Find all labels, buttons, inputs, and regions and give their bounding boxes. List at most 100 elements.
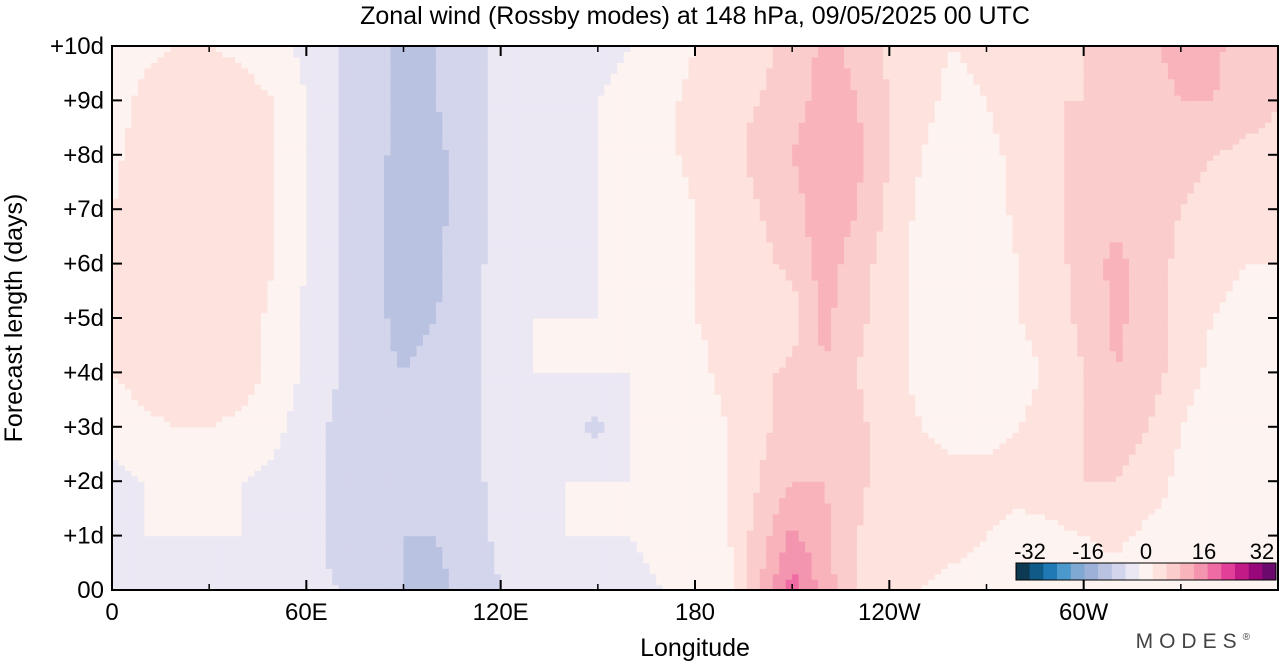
heat-cell — [1070, 579, 1078, 586]
heat-cell — [662, 464, 670, 471]
heat-cell — [766, 546, 774, 553]
heat-cell — [695, 573, 703, 580]
heat-cell — [733, 530, 741, 537]
heat-cell — [934, 464, 942, 471]
heat-cell — [558, 443, 567, 450]
heat-cell — [306, 524, 314, 531]
heat-cell — [695, 486, 703, 493]
heat-cell — [280, 464, 288, 471]
heat-cell — [500, 551, 508, 558]
heat-cell — [973, 530, 981, 537]
heat-cell — [992, 535, 1001, 542]
heat-cell — [1167, 535, 1175, 542]
heat-cell — [144, 475, 152, 482]
heat-cell — [727, 535, 735, 542]
heat-cell — [539, 481, 547, 488]
heat-cell — [1174, 546, 1182, 553]
heat-cell — [571, 557, 579, 564]
heat-cell — [999, 541, 1007, 548]
heat-cell — [1090, 492, 1098, 499]
heat-cell — [1103, 470, 1111, 477]
heat-cell — [163, 454, 171, 461]
heat-cell — [358, 535, 366, 542]
heat-cell — [571, 551, 579, 558]
heat-cell — [675, 513, 683, 520]
heat-cell — [377, 557, 385, 564]
heat-cell — [1018, 464, 1026, 471]
heat-cell — [345, 535, 353, 542]
heat-cell — [235, 513, 243, 520]
heat-cell — [183, 448, 191, 455]
heat-cell — [390, 454, 398, 461]
heat-cell — [643, 519, 651, 526]
heat-cell — [876, 443, 884, 450]
heat-cell — [377, 579, 385, 586]
heat-cell — [546, 470, 554, 477]
heat-cell — [533, 464, 541, 471]
heat-cell — [468, 557, 476, 564]
heat-cell — [805, 448, 813, 455]
heat-cell — [1129, 454, 1137, 461]
heat-cell — [1245, 530, 1253, 537]
heat-cell — [176, 568, 184, 575]
heat-cell — [565, 541, 573, 548]
heat-cell — [351, 481, 359, 488]
heat-cell — [707, 551, 716, 558]
heat-cell — [656, 519, 664, 526]
heat-cell — [869, 508, 877, 515]
heat-cell — [260, 519, 269, 526]
heat-cell — [824, 454, 832, 461]
heat-cell — [137, 551, 145, 558]
heat-cell — [701, 459, 709, 466]
heat-cell — [209, 437, 217, 444]
heat-cell — [1122, 579, 1130, 586]
heat-cell — [118, 562, 126, 569]
heat-cell — [604, 486, 612, 493]
heat-cell — [364, 524, 372, 531]
heat-cell — [740, 557, 748, 564]
heat-cell — [811, 562, 819, 569]
heat-cell — [954, 497, 962, 504]
heat-cell — [571, 443, 579, 450]
heat-cell — [643, 573, 651, 580]
heat-cell — [397, 508, 405, 515]
heat-cell — [306, 443, 314, 450]
heat-cell — [312, 448, 320, 455]
heat-cell — [792, 584, 800, 590]
heat-cell — [422, 546, 431, 553]
heat-cell — [850, 508, 858, 515]
heat-cell — [254, 437, 262, 444]
heat-cell — [215, 562, 223, 569]
heat-cell — [403, 464, 411, 471]
heat-cell — [202, 481, 210, 488]
heat-cell — [1077, 584, 1085, 590]
heat-cell — [267, 448, 275, 455]
heat-cell — [591, 486, 599, 493]
heat-cell — [1122, 557, 1130, 564]
heat-cell — [397, 551, 405, 558]
heat-cell — [448, 497, 456, 504]
heat-cell — [895, 562, 903, 569]
heat-cell — [889, 513, 897, 520]
heat-cell — [1018, 448, 1026, 455]
heat-cell — [202, 486, 210, 493]
heat-cell — [409, 551, 418, 558]
heat-cell — [649, 541, 657, 548]
heat-cell — [746, 562, 754, 569]
heat-cell — [701, 530, 709, 537]
heat-cell — [377, 519, 385, 526]
heat-cell — [831, 524, 839, 531]
heat-cell — [364, 492, 372, 499]
heat-cell — [565, 475, 573, 482]
heat-cell — [409, 481, 418, 488]
heat-cell — [1129, 530, 1137, 537]
heat-cell — [209, 481, 217, 488]
heat-cell — [720, 562, 728, 569]
heat-cell — [150, 470, 158, 477]
heat-cell — [299, 481, 307, 488]
heat-cell — [157, 551, 165, 558]
heat-cell — [319, 497, 327, 504]
heat-cell — [144, 557, 152, 564]
heat-cell — [889, 448, 897, 455]
heat-cell — [863, 437, 871, 444]
